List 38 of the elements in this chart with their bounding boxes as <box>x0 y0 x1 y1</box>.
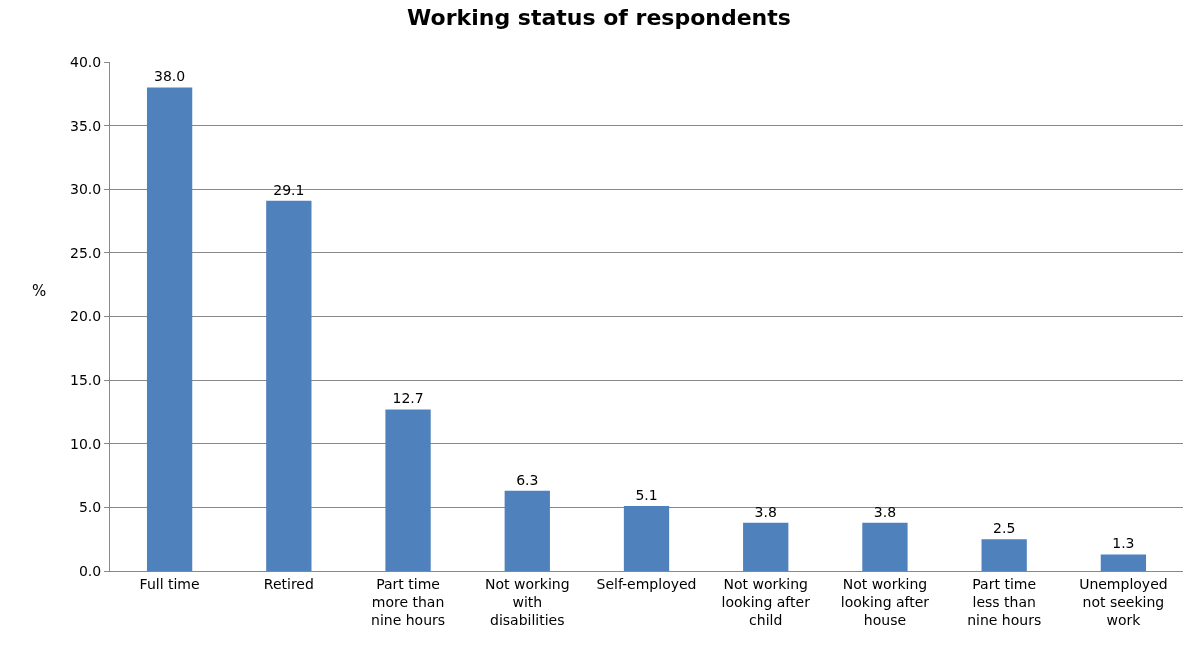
x-tick-label: Self-employed <box>596 575 697 592</box>
bar <box>981 539 1027 571</box>
y-tick-label: 25.0 <box>70 244 102 261</box>
bar <box>1100 554 1147 571</box>
y-tick-label: 20.0 <box>70 308 102 325</box>
x-tick-label: Not working looking after house <box>840 575 930 629</box>
x-tick-label: Not working looking after child <box>721 575 811 629</box>
data-label: 29.1 <box>273 181 305 198</box>
y-tick-label: 40.0 <box>70 53 102 70</box>
bar <box>623 506 670 571</box>
y-axis-title: % <box>32 282 47 300</box>
x-tick-label: Part time less than nine hours <box>967 575 1042 629</box>
chart-title: Working status of respondents <box>407 5 791 31</box>
x-tick-label: Part time more than nine hours <box>371 575 446 629</box>
x-tick-label: Unemployed not seeking work <box>1079 575 1168 629</box>
y-tick-label: 5.0 <box>78 499 102 516</box>
data-label: 6.3 <box>516 471 539 488</box>
y-tick-label: 15.0 <box>70 372 102 389</box>
y-tick-label: 35.0 <box>70 117 102 134</box>
bar <box>385 409 431 571</box>
data-label: 12.7 <box>392 390 424 407</box>
y-tick-label: 0.0 <box>78 562 102 579</box>
x-tick-label: Retired <box>263 575 314 592</box>
bar <box>743 522 789 571</box>
data-label: 5.1 <box>635 487 658 504</box>
bar <box>266 200 312 571</box>
bar <box>862 522 908 571</box>
data-label: 3.8 <box>754 503 777 520</box>
data-label: 2.5 <box>993 520 1016 537</box>
bar <box>146 87 193 571</box>
bar <box>504 490 550 571</box>
x-tick-label: Full time <box>139 575 200 592</box>
data-label: 3.8 <box>873 503 897 520</box>
x-tick-label: Not working with disabilities <box>485 575 570 629</box>
data-label: 38.0 <box>154 68 186 85</box>
y-tick-label: 10.0 <box>70 435 102 452</box>
data-label: 1.3 <box>1112 535 1135 552</box>
y-tick-label: 30.0 <box>70 181 102 198</box>
